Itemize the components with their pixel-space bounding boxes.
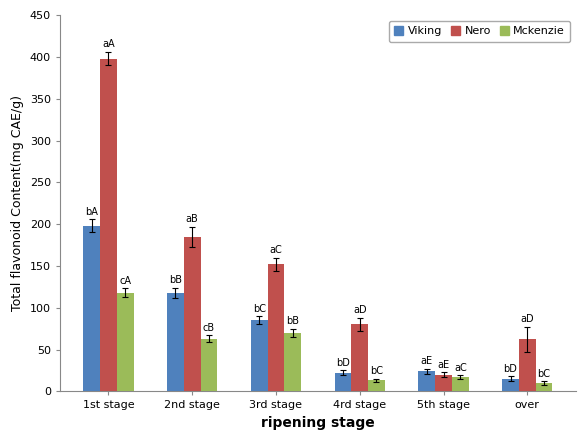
Bar: [502, 379, 519, 391]
Y-axis label: Total flavonoid Content(mg CAE/g): Total flavonoid Content(mg CAE/g): [11, 95, 24, 311]
Text: aE: aE: [421, 356, 433, 366]
Bar: [419, 371, 435, 391]
Text: cB: cB: [203, 323, 215, 333]
Bar: [335, 373, 352, 391]
Bar: [435, 374, 452, 391]
Text: aC: aC: [269, 245, 282, 255]
Bar: [184, 237, 201, 391]
Bar: [167, 293, 184, 391]
Bar: [251, 320, 268, 391]
Text: bD: bD: [336, 358, 350, 368]
Text: bB: bB: [169, 275, 182, 285]
Text: aB: aB: [186, 214, 198, 224]
Bar: [536, 383, 552, 391]
Bar: [268, 264, 284, 391]
Bar: [83, 226, 100, 391]
X-axis label: ripening stage: ripening stage: [261, 416, 375, 430]
Text: bC: bC: [370, 366, 383, 376]
Bar: [117, 293, 134, 391]
Legend: Viking, Nero, Mckenzie: Viking, Nero, Mckenzie: [389, 21, 571, 42]
Text: aD: aD: [521, 314, 534, 325]
Bar: [284, 333, 301, 391]
Bar: [368, 381, 385, 391]
Text: bB: bB: [286, 316, 299, 326]
Bar: [519, 340, 536, 391]
Text: bD: bD: [504, 364, 518, 374]
Text: aE: aE: [437, 359, 450, 370]
Text: bA: bA: [85, 206, 98, 217]
Text: bC: bC: [538, 369, 551, 379]
Bar: [452, 377, 468, 391]
Text: cA: cA: [119, 276, 131, 286]
Text: aA: aA: [102, 39, 114, 49]
Bar: [201, 339, 217, 391]
Bar: [100, 59, 117, 391]
Text: aC: aC: [454, 363, 467, 373]
Text: aD: aD: [353, 305, 366, 315]
Bar: [352, 325, 368, 391]
Text: bC: bC: [253, 303, 266, 314]
